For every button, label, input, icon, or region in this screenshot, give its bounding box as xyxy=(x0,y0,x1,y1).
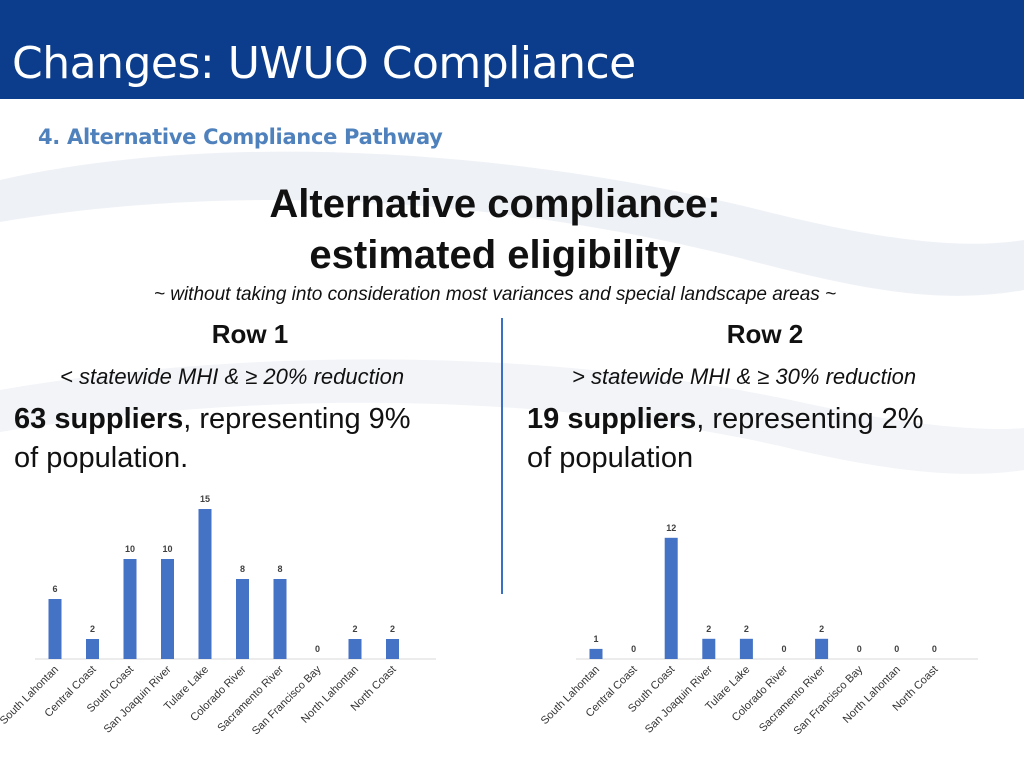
data-label: 6 xyxy=(52,584,57,594)
bar xyxy=(123,559,137,659)
bar xyxy=(348,639,362,659)
row-2-stat: 19 suppliers, representing 2% of populat… xyxy=(527,400,924,478)
column-divider xyxy=(501,318,503,594)
data-label: 2 xyxy=(390,624,395,634)
data-label: 8 xyxy=(277,564,282,574)
row-1-representing: , representing 9% xyxy=(183,403,411,435)
data-label: 2 xyxy=(819,624,824,634)
bar xyxy=(86,639,99,659)
data-label: 2 xyxy=(90,624,95,634)
tick-label: San Francisco Bay xyxy=(792,663,866,737)
data-label: 8 xyxy=(240,564,245,574)
bar xyxy=(664,537,678,659)
data-label: 0 xyxy=(315,644,320,654)
data-label: 0 xyxy=(857,644,862,654)
bar xyxy=(198,509,212,659)
data-label: 2 xyxy=(706,624,711,634)
section-subtitle: 4. Alternative Compliance Pathway xyxy=(38,125,443,149)
main-title-line-2: estimated eligibility xyxy=(309,233,681,277)
tick-label: San Francisco Bay xyxy=(250,663,324,737)
row-2-suppliers: 19 suppliers xyxy=(527,403,697,435)
tick-label: Sacramento River xyxy=(757,663,828,734)
page-title: Changes: UWUO Compliance xyxy=(12,38,636,89)
tick-label: San Joaquin River xyxy=(643,663,715,735)
bar xyxy=(739,638,753,659)
data-label: 15 xyxy=(200,494,210,504)
data-label: 0 xyxy=(781,644,786,654)
row-1-stat: 63 suppliers, representing 9% of populat… xyxy=(14,400,411,478)
row-2-title: Row 2 xyxy=(726,319,804,349)
bar xyxy=(815,638,829,659)
row-1-title: Row 1 xyxy=(211,319,289,349)
main-title-line-1: Alternative compliance: xyxy=(269,182,721,226)
row-2-criteria: > statewide MHI & ≥ 30% reduction xyxy=(572,364,917,389)
bar xyxy=(702,638,716,659)
bar xyxy=(273,579,287,659)
bar xyxy=(48,599,62,659)
bar xyxy=(386,639,399,659)
data-label: 12 xyxy=(666,523,676,533)
data-label: 10 xyxy=(125,544,135,554)
row-1-population: of population. xyxy=(14,442,189,474)
data-label: 10 xyxy=(162,544,172,554)
row-2-population: of population xyxy=(527,442,694,474)
data-label: 0 xyxy=(631,644,636,654)
bar xyxy=(161,559,174,659)
main-note: ~ without taking into consideration most… xyxy=(153,284,837,305)
tick-label: San Joaquin River xyxy=(102,663,174,735)
data-label: 0 xyxy=(932,644,937,654)
data-label: 0 xyxy=(894,644,899,654)
bar xyxy=(236,579,249,659)
tick-label: Sacramento River xyxy=(215,663,286,734)
row-1-suppliers: 63 suppliers xyxy=(14,403,184,435)
data-label: 2 xyxy=(352,624,357,634)
background-swoosh xyxy=(0,151,1024,474)
bar xyxy=(589,648,603,659)
row-2-representing: , representing 2% xyxy=(696,403,924,435)
header-bar: Changes: UWUO Compliance xyxy=(0,0,1024,99)
data-label: 2 xyxy=(744,624,749,634)
row-1-criteria: < statewide MHI & ≥ 20% reduction xyxy=(60,364,405,389)
data-label: 1 xyxy=(593,634,598,644)
